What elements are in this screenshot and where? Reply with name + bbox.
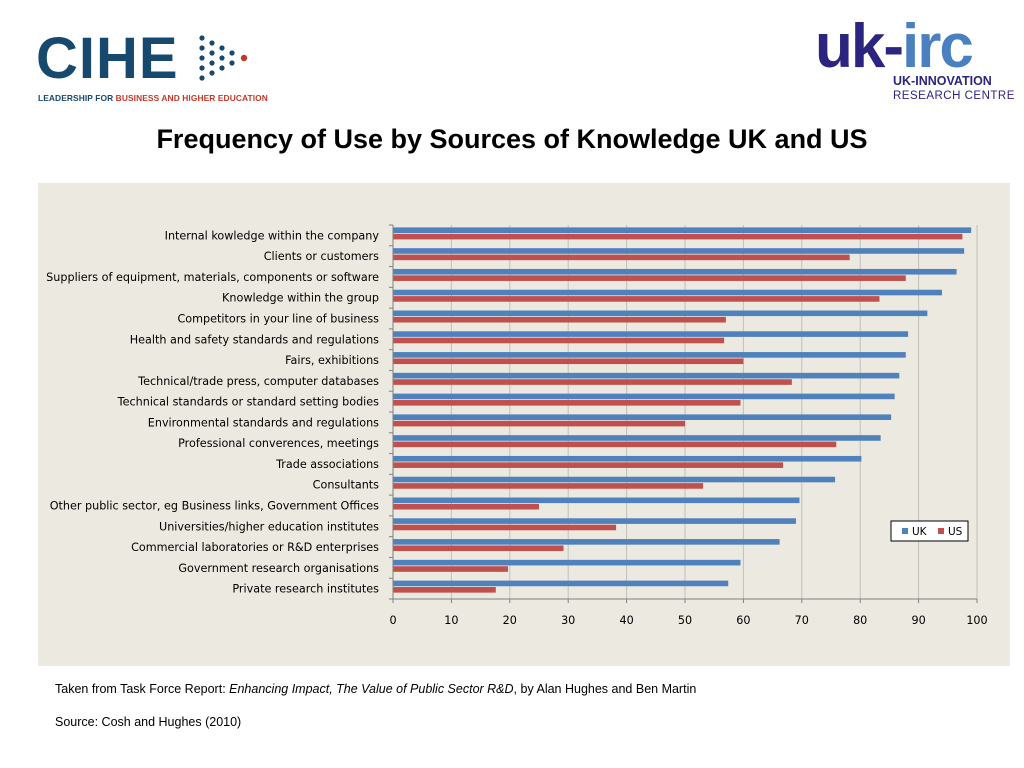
bar-uk (393, 580, 729, 587)
bar-uk (393, 352, 906, 358)
bar-uk (393, 518, 796, 524)
bar-uk (393, 559, 741, 566)
ukirc-logo-wordmark: uk-irc (815, 12, 974, 82)
category-label: Health and safety standards and regulati… (130, 333, 379, 346)
bar-us (393, 441, 837, 448)
x-tick-label: 30 (561, 614, 575, 627)
x-tick-label: 100 (966, 614, 987, 627)
bar-uk (393, 497, 800, 504)
caption-report-title: Enhancing Impact, The Value of Public Se… (229, 682, 514, 696)
bar-uk (393, 393, 895, 400)
ukirc-wordmark-part1: uk- (815, 12, 904, 81)
caption-suffix: , by Alan Hughes and Ben Martin (513, 682, 697, 696)
category-label: Competitors in your line of business (177, 313, 379, 326)
x-tick-label: 10 (444, 614, 458, 627)
slide-title: Frequency of Use by Sources of Knowledge… (156, 124, 868, 154)
bar-us (393, 483, 704, 489)
chart-panel: Internal kowledge within the company Clie… (38, 183, 1010, 666)
category-label: Other public sector, eg Business links, … (50, 500, 379, 513)
ukirc-logo: uk-irc UK-INNOVATION RESEARCH CENTRE (815, 12, 1015, 106)
category-label: Knowledge within the group (222, 292, 379, 305)
source-note: Source: Cosh and Hughes (2010) (55, 715, 242, 729)
bar-us (393, 587, 496, 593)
bar-uk (393, 455, 862, 462)
legend-label-us: US (948, 526, 963, 538)
category-label: Professional converences, meetings (178, 437, 379, 450)
cihe-tagline-part1: LEADERSHIP FOR (38, 93, 116, 103)
cihe-logo-tagline: LEADERSHIP FOR BUSINESS AND HIGHER EDUCA… (38, 93, 268, 103)
bar-uk (393, 331, 909, 337)
ukirc-logo-line1: UK-INNOVATION (893, 74, 992, 88)
bar-uk (393, 227, 972, 233)
legend-swatch-us (938, 528, 944, 534)
x-tick-label: 40 (619, 614, 633, 627)
x-tick-label: 70 (795, 614, 809, 627)
bar-us (393, 358, 744, 365)
category-label: Suppliers of equipment, materials, compo… (46, 271, 379, 284)
cihe-logo-wordmark: CIHE (36, 26, 179, 91)
caption-prefix: Taken from Task Force Report: (55, 682, 230, 696)
x-tick-label: 90 (911, 614, 925, 627)
bar-us (393, 462, 784, 468)
x-tick-label: 20 (503, 614, 517, 627)
ukirc-logo-line2: RESEARCH CENTRE (893, 90, 1015, 102)
bar-uk (393, 310, 928, 317)
cihe-logo: CIHE LEADERSHIP FOR BUSINESS AND HIGHER … (36, 26, 268, 106)
category-label: Clients or customers (264, 250, 379, 263)
category-label: Consultants (313, 479, 379, 492)
bar-chart: Internal kowledge within the company Clie… (46, 224, 988, 627)
bar-uk (393, 268, 957, 275)
bar-us (393, 316, 726, 323)
category-label: Trade associations (275, 458, 379, 471)
category-label: Environmental standards and regulations (148, 416, 379, 429)
bar-uk (393, 435, 881, 441)
x-tick-label: 0 (389, 614, 396, 627)
bar-us (393, 566, 509, 572)
category-label: Universities/higher education institutes (159, 520, 379, 533)
bar-us (393, 233, 963, 240)
bar-us (393, 296, 880, 302)
x-tick-label: 60 (736, 614, 750, 627)
x-tick-label: 80 (853, 614, 867, 627)
bar-us (393, 524, 617, 531)
bar-uk (393, 289, 942, 296)
category-label: Private research institutes (232, 583, 379, 596)
bar-us (393, 420, 685, 427)
bar-us (393, 545, 564, 552)
ukirc-wordmark-part2: irc (902, 12, 974, 81)
category-label: Technical/trade press, computer database… (137, 375, 379, 388)
legend-box (890, 520, 969, 542)
category-label: Technical standards or standard setting … (117, 396, 379, 409)
bar-uk (393, 414, 892, 420)
cihe-tagline-part2: BUSINESS AND HIGHER EDUCATION (115, 93, 268, 103)
bar-uk (393, 476, 836, 483)
category-label: Internal kowledge within the company (165, 229, 380, 242)
x-tick-label: 50 (678, 614, 692, 627)
bar-us (393, 275, 906, 281)
legend-label-uk: UK (912, 526, 928, 538)
bar-us (393, 400, 741, 406)
legend-swatch-uk (902, 528, 908, 534)
caption: Taken from Task Force Report: Enhancing … (55, 682, 696, 696)
bar-us (393, 337, 725, 344)
bar-uk (393, 248, 965, 254)
bar-us (393, 254, 850, 261)
bar-uk (393, 539, 780, 545)
category-label: Commercial laboratories or R&D enterpris… (131, 541, 379, 554)
bar-us (393, 379, 792, 385)
bar-uk (393, 372, 900, 379)
bar-us (393, 503, 539, 510)
cihe-dots-icon (199, 35, 248, 81)
category-label: Government research organisations (178, 562, 379, 575)
category-label: Fairs, exhibitions (285, 354, 379, 367)
